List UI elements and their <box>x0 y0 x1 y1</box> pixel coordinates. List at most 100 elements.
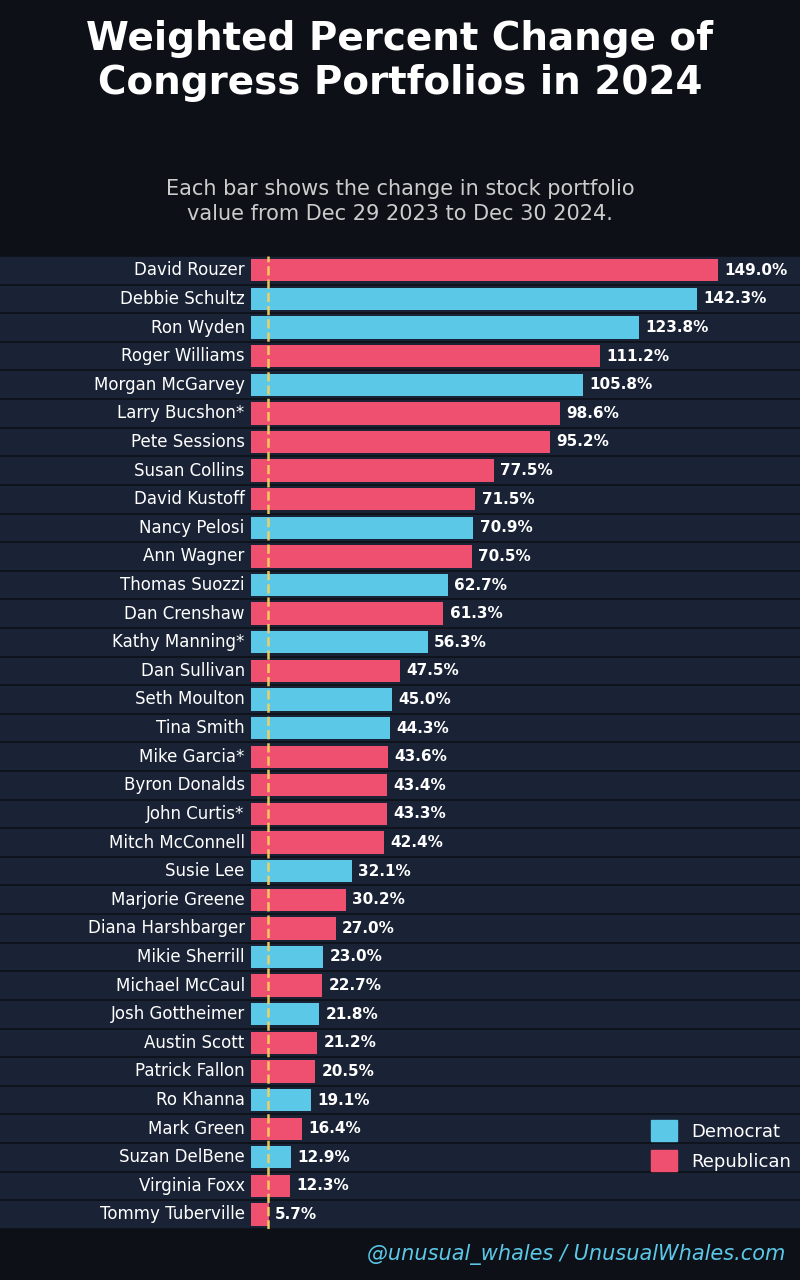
Text: Nancy Pelosi: Nancy Pelosi <box>139 518 245 536</box>
Bar <box>251 832 384 854</box>
Text: 142.3%: 142.3% <box>704 292 767 306</box>
Bar <box>251 717 390 740</box>
Bar <box>251 1032 318 1053</box>
Bar <box>251 603 443 625</box>
Text: 21.8%: 21.8% <box>326 1006 378 1021</box>
Bar <box>251 402 560 425</box>
Text: David Rouzer: David Rouzer <box>134 261 245 279</box>
Text: 98.6%: 98.6% <box>566 406 619 421</box>
Text: 47.5%: 47.5% <box>406 663 459 678</box>
Text: Austin Scott: Austin Scott <box>145 1034 245 1052</box>
Text: 21.2%: 21.2% <box>324 1036 377 1051</box>
Text: 12.3%: 12.3% <box>296 1179 349 1193</box>
Text: Pete Sessions: Pete Sessions <box>130 433 245 451</box>
Text: Roger Williams: Roger Williams <box>121 347 245 365</box>
Text: @unusual_whales / UnusualWhales.com: @unusual_whales / UnusualWhales.com <box>367 1244 785 1265</box>
Text: 123.8%: 123.8% <box>646 320 709 335</box>
Text: Suzan DelBene: Suzan DelBene <box>119 1148 245 1166</box>
Text: 43.4%: 43.4% <box>394 778 446 792</box>
Text: Dan Crenshaw: Dan Crenshaw <box>124 604 245 622</box>
Text: Seth Moulton: Seth Moulton <box>135 690 245 709</box>
Text: Josh Gottheimer: Josh Gottheimer <box>110 1005 245 1023</box>
Text: Ro Khanna: Ro Khanna <box>156 1091 245 1108</box>
Text: 61.3%: 61.3% <box>450 607 502 621</box>
Text: 19.1%: 19.1% <box>317 1093 370 1107</box>
Bar <box>251 888 346 911</box>
Text: 43.6%: 43.6% <box>394 749 447 764</box>
Text: 27.0%: 27.0% <box>342 920 395 936</box>
Text: Weighted Percent Change of
Congress Portfolios in 2024: Weighted Percent Change of Congress Port… <box>86 20 714 102</box>
Bar <box>251 1203 269 1226</box>
Bar <box>251 1146 291 1169</box>
Bar <box>251 1175 290 1197</box>
Text: 5.7%: 5.7% <box>275 1207 318 1222</box>
Text: 62.7%: 62.7% <box>454 577 507 593</box>
Bar <box>251 860 352 882</box>
Text: 149.0%: 149.0% <box>725 262 788 278</box>
Text: 42.4%: 42.4% <box>390 835 443 850</box>
Text: Virginia Foxx: Virginia Foxx <box>138 1176 245 1196</box>
Text: Marjorie Greene: Marjorie Greene <box>111 891 245 909</box>
Text: Mitch McConnell: Mitch McConnell <box>109 833 245 851</box>
Bar <box>251 517 474 539</box>
Bar <box>251 745 388 768</box>
Text: 95.2%: 95.2% <box>556 434 609 449</box>
Text: Larry Bucshon*: Larry Bucshon* <box>118 404 245 422</box>
Bar <box>251 1004 319 1025</box>
Text: 43.3%: 43.3% <box>393 806 446 822</box>
Text: 105.8%: 105.8% <box>589 378 653 392</box>
Bar <box>251 431 550 453</box>
Text: 56.3%: 56.3% <box>434 635 486 650</box>
Text: Mark Green: Mark Green <box>148 1120 245 1138</box>
Text: 32.1%: 32.1% <box>358 864 410 878</box>
Bar <box>251 288 698 310</box>
Bar <box>251 659 400 682</box>
Bar <box>251 460 494 481</box>
Text: John Curtis*: John Curtis* <box>146 805 245 823</box>
Bar <box>251 316 639 339</box>
Bar <box>251 974 322 997</box>
Text: 23.0%: 23.0% <box>330 950 382 965</box>
Text: Each bar shows the change in stock portfolio
value from Dec 29 2023 to Dec 30 20: Each bar shows the change in stock portf… <box>166 179 634 224</box>
Text: 20.5%: 20.5% <box>322 1064 374 1079</box>
Text: 45.0%: 45.0% <box>398 692 451 707</box>
Text: Morgan McGarvey: Morgan McGarvey <box>94 376 245 394</box>
Text: Michael McCaul: Michael McCaul <box>115 977 245 995</box>
Text: 71.5%: 71.5% <box>482 492 534 507</box>
Text: Ron Wyden: Ron Wyden <box>150 319 245 337</box>
Text: Byron Donalds: Byron Donalds <box>123 776 245 795</box>
Text: David Kustoff: David Kustoff <box>134 490 245 508</box>
Bar <box>251 259 718 282</box>
Text: Mikie Sherrill: Mikie Sherrill <box>138 948 245 966</box>
Text: 70.9%: 70.9% <box>480 520 533 535</box>
Text: Dan Sullivan: Dan Sullivan <box>141 662 245 680</box>
Text: Diana Harshbarger: Diana Harshbarger <box>87 919 245 937</box>
Bar <box>251 545 472 567</box>
Text: Thomas Suozzi: Thomas Suozzi <box>120 576 245 594</box>
Bar <box>251 488 475 511</box>
Legend: Democrat, Republican: Democrat, Republican <box>651 1120 791 1171</box>
Bar <box>251 803 387 826</box>
Text: Tina Smith: Tina Smith <box>156 719 245 737</box>
Text: Mike Garcia*: Mike Garcia* <box>139 748 245 765</box>
Text: 70.5%: 70.5% <box>478 549 531 564</box>
Bar <box>251 374 583 396</box>
Bar <box>251 631 428 653</box>
Text: Debbie Schultz: Debbie Schultz <box>120 289 245 308</box>
Bar <box>251 689 392 710</box>
Text: 22.7%: 22.7% <box>329 978 382 993</box>
Bar <box>251 1060 315 1083</box>
Bar <box>251 918 336 940</box>
Bar <box>251 573 448 596</box>
Bar <box>251 346 600 367</box>
Text: Ann Wagner: Ann Wagner <box>143 548 245 566</box>
Text: 30.2%: 30.2% <box>352 892 405 908</box>
Text: Susie Lee: Susie Lee <box>166 863 245 881</box>
Text: 16.4%: 16.4% <box>309 1121 362 1137</box>
Text: 12.9%: 12.9% <box>298 1149 350 1165</box>
Bar <box>251 946 323 968</box>
Bar <box>251 774 387 796</box>
Text: 77.5%: 77.5% <box>500 463 553 479</box>
Text: Patrick Fallon: Patrick Fallon <box>135 1062 245 1080</box>
Text: Tommy Tuberville: Tommy Tuberville <box>100 1206 245 1224</box>
